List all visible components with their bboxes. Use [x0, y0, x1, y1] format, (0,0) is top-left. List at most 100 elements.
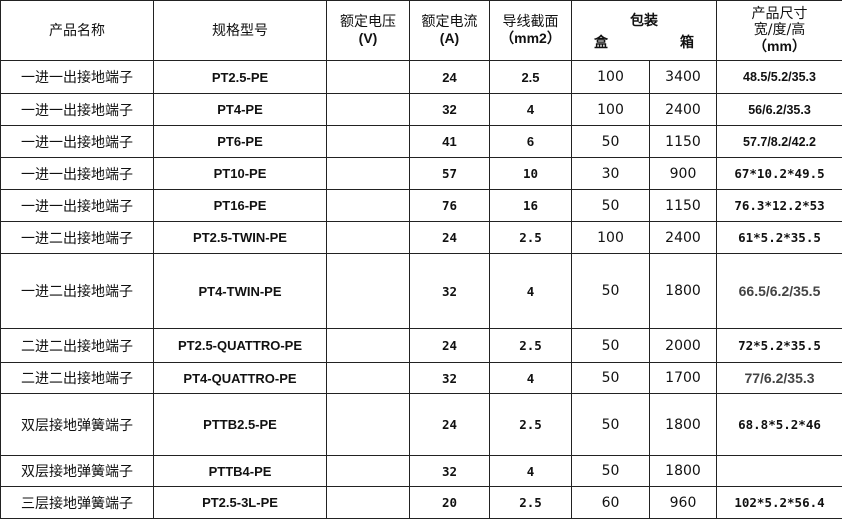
cell-box: 30 [572, 158, 650, 190]
cell-voltage [327, 363, 410, 394]
cell-model: PT6-PE [154, 126, 327, 158]
cell-voltage [327, 190, 410, 222]
cell-box: 50 [572, 363, 650, 394]
voltage-label: 额定电压 [340, 14, 396, 30]
header-size: 产品尺寸宽/度/高（mm） [717, 1, 842, 61]
cell-section: 4 [490, 456, 572, 487]
cell-size [717, 456, 842, 487]
cell-name: 一进一出接地端子 [1, 126, 154, 158]
cell-box: 50 [572, 456, 650, 487]
cell-voltage [327, 456, 410, 487]
cell-name: 一进一出接地端子 [1, 61, 154, 94]
header-voltage: 额定电压(V) [327, 1, 410, 61]
cell-voltage [327, 487, 410, 519]
header-name: 产品名称 [1, 1, 154, 61]
cell-case: 900 [650, 158, 717, 190]
cell-size: 66.5/6.2/35.5 [717, 254, 842, 329]
cell-size: 102*5.2*56.4 [717, 487, 842, 519]
cell-name: 二进二出接地端子 [1, 329, 154, 363]
cell-box: 50 [572, 190, 650, 222]
cell-current: 76 [410, 190, 490, 222]
cell-size: 57.7/8.2/42.2 [717, 126, 842, 158]
cell-name: 一进二出接地端子 [1, 222, 154, 254]
cell-current: 24 [410, 329, 490, 363]
cell-size: 56/6.2/35.3 [717, 94, 842, 126]
cell-model: PT4-PE [154, 94, 327, 126]
current-unit: (A) [440, 30, 459, 46]
cell-name: 一进二出接地端子 [1, 254, 154, 329]
cell-model: PT2.5-TWIN-PE [154, 222, 327, 254]
cell-case: 2000 [650, 329, 717, 363]
cell-section: 2.5 [490, 61, 572, 94]
header-section: 导线截面（mm2） [490, 1, 572, 61]
current-label: 额定电流 [422, 14, 478, 30]
size-sub: 宽/度/高 [754, 22, 805, 38]
cell-case: 1800 [650, 394, 717, 456]
cell-model: PTTB4-PE [154, 456, 327, 487]
cell-case: 2400 [650, 94, 717, 126]
cell-section: 2.5 [490, 222, 572, 254]
cell-size: 72*5.2*35.5 [717, 329, 842, 363]
cell-name: 双层接地弹簧端子 [1, 394, 154, 456]
cell-current: 32 [410, 456, 490, 487]
cell-name: 一进一出接地端子 [1, 94, 154, 126]
cell-case: 2400 [650, 222, 717, 254]
cell-model: PT2.5-3L-PE [154, 487, 327, 519]
cell-current: 57 [410, 158, 490, 190]
cell-size: 77/6.2/35.3 [717, 363, 842, 394]
size-label: 产品尺寸 [752, 6, 808, 22]
cell-section: 6 [490, 126, 572, 158]
cell-size: 76.3*12.2*53 [717, 190, 842, 222]
cell-size: 61*5.2*35.5 [717, 222, 842, 254]
cell-section: 2.5 [490, 394, 572, 456]
cell-box: 100 [572, 222, 650, 254]
cell-current: 32 [410, 363, 490, 394]
cell-section: 4 [490, 363, 572, 394]
cell-current: 32 [410, 254, 490, 329]
pack-label: 包装 [572, 12, 716, 28]
cell-box: 50 [572, 394, 650, 456]
cell-voltage [327, 222, 410, 254]
cell-voltage [327, 94, 410, 126]
header-model: 规格型号 [154, 1, 327, 61]
cell-model: PT4-TWIN-PE [154, 254, 327, 329]
cell-case: 1800 [650, 254, 717, 329]
cell-box: 50 [572, 329, 650, 363]
cell-box: 100 [572, 94, 650, 126]
cell-case: 960 [650, 487, 717, 519]
section-unit: （mm2） [500, 30, 561, 46]
cell-current: 32 [410, 94, 490, 126]
cell-box: 50 [572, 126, 650, 158]
header-current: 额定电流(A) [410, 1, 490, 61]
cell-voltage [327, 158, 410, 190]
cell-name: 三层接地弹簧端子 [1, 487, 154, 519]
voltage-unit: (V) [359, 30, 378, 46]
cell-section: 2.5 [490, 487, 572, 519]
cell-case: 1800 [650, 456, 717, 487]
cell-voltage [327, 126, 410, 158]
section-label: 导线截面 [503, 14, 559, 30]
size-unit: （mm） [753, 38, 806, 54]
cell-voltage [327, 394, 410, 456]
cell-case: 1150 [650, 126, 717, 158]
cell-current: 41 [410, 126, 490, 158]
cell-section: 16 [490, 190, 572, 222]
cell-box: 60 [572, 487, 650, 519]
cell-size: 68.8*5.2*46 [717, 394, 842, 456]
cell-section: 10 [490, 158, 572, 190]
cell-model: PT2.5-PE [154, 61, 327, 94]
cell-section: 4 [490, 94, 572, 126]
header-row: 产品名称 规格型号 额定电压(V) 额定电流(A) 导线截面（mm2） 包装盒箱… [1, 1, 842, 61]
cell-model: PT2.5-QUATTRO-PE [154, 329, 327, 363]
box-label: 盒 [594, 34, 608, 50]
